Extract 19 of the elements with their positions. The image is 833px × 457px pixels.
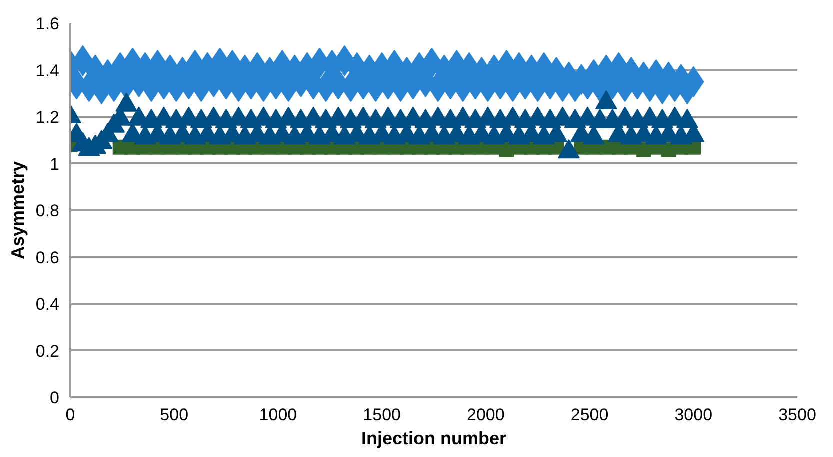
y-axis-title: Asymmetry bbox=[8, 161, 28, 260]
x-axis-title: Injection number bbox=[361, 428, 507, 448]
y-tick-label: 0 bbox=[50, 388, 60, 408]
y-tick-label: 0.4 bbox=[36, 295, 60, 314]
y-tick-label: 0.6 bbox=[36, 248, 60, 268]
y-tick-label: 1 bbox=[50, 154, 60, 174]
y-tick-label: 1.2 bbox=[36, 108, 60, 127]
x-tick-label: 2500 bbox=[570, 406, 609, 424]
x-tick-label: 500 bbox=[160, 406, 189, 424]
y-tick-label: 0.2 bbox=[36, 342, 60, 361]
y-tick-label: 1.6 bbox=[36, 14, 60, 34]
x-tick-label: 3000 bbox=[674, 406, 713, 424]
x-tick-label: 1000 bbox=[259, 406, 298, 424]
y-tick-label: 0.8 bbox=[36, 202, 60, 220]
x-tick-label: 3500 bbox=[778, 406, 816, 424]
x-tick-label: 2000 bbox=[467, 406, 505, 424]
y-tick-label: 1.4 bbox=[36, 61, 60, 80]
x-tick-label: 0 bbox=[66, 406, 76, 424]
x-tick-label: 1500 bbox=[363, 406, 401, 424]
